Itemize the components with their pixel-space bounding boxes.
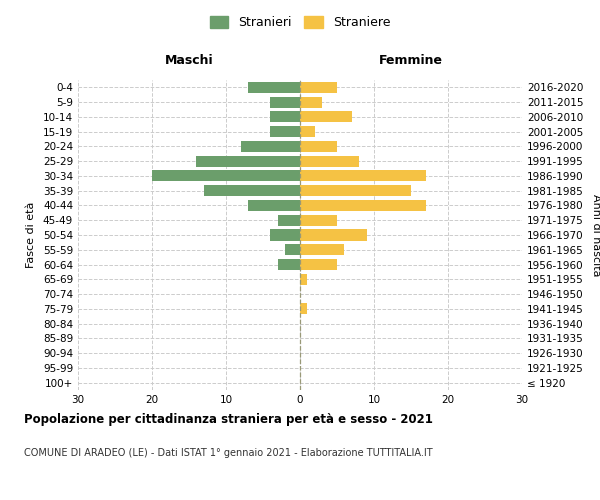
- Bar: [300, 259, 337, 270]
- Text: COMUNE DI ARADEO (LE) - Dati ISTAT 1° gennaio 2021 - Elaborazione TUTTITALIA.IT: COMUNE DI ARADEO (LE) - Dati ISTAT 1° ge…: [24, 448, 433, 458]
- Bar: [300, 126, 315, 137]
- Bar: [204, 185, 300, 196]
- Y-axis label: Anni di nascita: Anni di nascita: [590, 194, 600, 276]
- Bar: [271, 96, 300, 108]
- Bar: [278, 259, 300, 270]
- Bar: [300, 214, 337, 226]
- Bar: [271, 126, 300, 137]
- Bar: [248, 82, 300, 93]
- Bar: [248, 200, 300, 211]
- Bar: [300, 96, 322, 108]
- Bar: [300, 112, 352, 122]
- Text: Popolazione per cittadinanza straniera per età e sesso - 2021: Popolazione per cittadinanza straniera p…: [24, 412, 433, 426]
- Bar: [300, 230, 367, 240]
- Bar: [271, 230, 300, 240]
- Bar: [300, 274, 307, 285]
- Bar: [300, 156, 359, 166]
- Bar: [278, 214, 300, 226]
- Bar: [300, 244, 344, 256]
- Text: Femmine: Femmine: [379, 54, 443, 68]
- Bar: [300, 200, 426, 211]
- Text: Maschi: Maschi: [164, 54, 214, 68]
- Y-axis label: Fasce di età: Fasce di età: [26, 202, 36, 268]
- Bar: [300, 82, 337, 93]
- Bar: [285, 244, 300, 256]
- Legend: Stranieri, Straniere: Stranieri, Straniere: [205, 11, 395, 34]
- Bar: [241, 141, 300, 152]
- Bar: [300, 304, 307, 314]
- Bar: [300, 185, 411, 196]
- Bar: [300, 141, 337, 152]
- Bar: [152, 170, 300, 181]
- Bar: [300, 170, 426, 181]
- Bar: [271, 112, 300, 122]
- Bar: [196, 156, 300, 166]
